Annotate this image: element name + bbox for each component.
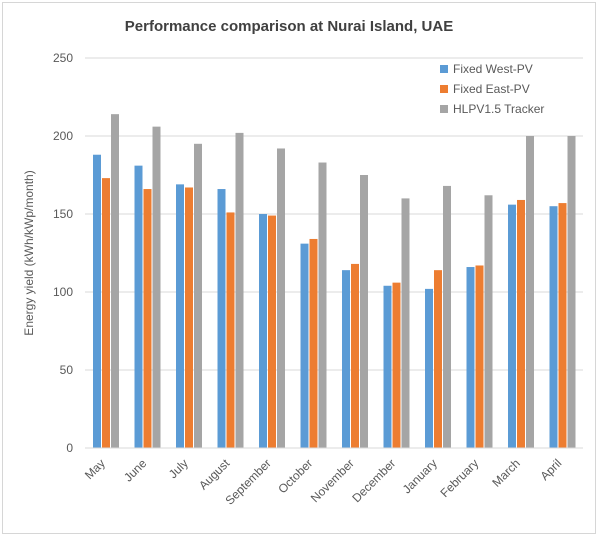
bar: [185, 187, 193, 449]
bar: [475, 265, 484, 448]
bar: [342, 270, 350, 448]
chart-title: Performance comparison at Nurai Island, …: [125, 18, 453, 35]
bar-chart: Performance comparison at Nurai Island, …: [22, 18, 583, 508]
gridlines: [85, 57, 583, 371]
bar: [152, 126, 161, 448]
x-tick-label: June: [121, 456, 150, 485]
legend-swatch: [440, 105, 448, 113]
bar: [235, 132, 244, 448]
legend-label: HLPV1.5 Tracker: [453, 102, 544, 116]
legend-label: Fixed West-PV: [453, 62, 533, 76]
bar: [143, 189, 152, 449]
y-tick-label: 100: [53, 285, 73, 299]
bar: [300, 243, 309, 448]
y-axis-ticks: 0 50 100 150 200 250: [53, 51, 73, 455]
legend-label: Fixed East-PV: [453, 82, 530, 96]
y-tick-label: 0: [66, 441, 73, 455]
bar: [309, 238, 318, 448]
bar: [558, 203, 567, 448]
bar: [93, 154, 101, 448]
bar: [567, 136, 576, 448]
bar: [111, 114, 119, 448]
bar: [401, 198, 410, 448]
x-tick-label: November: [308, 456, 357, 505]
legend-swatch: [440, 65, 448, 73]
x-tick-label: December: [349, 456, 398, 505]
bar: [194, 143, 202, 449]
x-tick-label: May: [82, 456, 108, 482]
bar: [351, 263, 359, 448]
y-tick-label: 150: [53, 207, 73, 221]
y-tick-label: 50: [60, 363, 74, 377]
bar: [549, 206, 558, 448]
bar: [434, 270, 442, 448]
chart-frame: Performance comparison at Nurai Island, …: [2, 2, 596, 534]
x-tick-label: January: [400, 456, 440, 496]
bar: [360, 175, 368, 448]
bar: [134, 165, 143, 448]
bar: [508, 204, 516, 448]
bar: [383, 285, 392, 448]
bar: [102, 178, 110, 448]
bar: [392, 282, 401, 448]
x-tick-label: March: [489, 456, 522, 489]
legend-swatch: [440, 85, 448, 93]
x-tick-label: August: [196, 456, 233, 493]
bar: [443, 185, 451, 449]
bar: [217, 189, 226, 449]
bar: [268, 215, 276, 448]
bar: [176, 184, 184, 449]
bars: [93, 114, 576, 449]
bar: [318, 162, 327, 448]
bar: [259, 214, 267, 448]
bar: [484, 195, 493, 448]
bar: [517, 199, 525, 448]
bar: [425, 288, 433, 448]
bar: [526, 136, 534, 448]
y-axis-label: Energy yield (kWh/kWp/month): [22, 170, 36, 335]
x-tick-label: April: [537, 456, 564, 483]
legend: Fixed West-PV Fixed East-PV HLPV1.5 Tracke…: [440, 62, 544, 116]
bar: [277, 148, 285, 449]
y-tick-label: 250: [53, 51, 73, 65]
bar: [226, 212, 235, 448]
y-tick-label: 200: [53, 129, 73, 143]
x-tick-label: February: [438, 456, 482, 500]
x-tick-label: October: [275, 456, 315, 496]
bar: [466, 267, 475, 448]
x-tick-label: July: [166, 456, 191, 481]
